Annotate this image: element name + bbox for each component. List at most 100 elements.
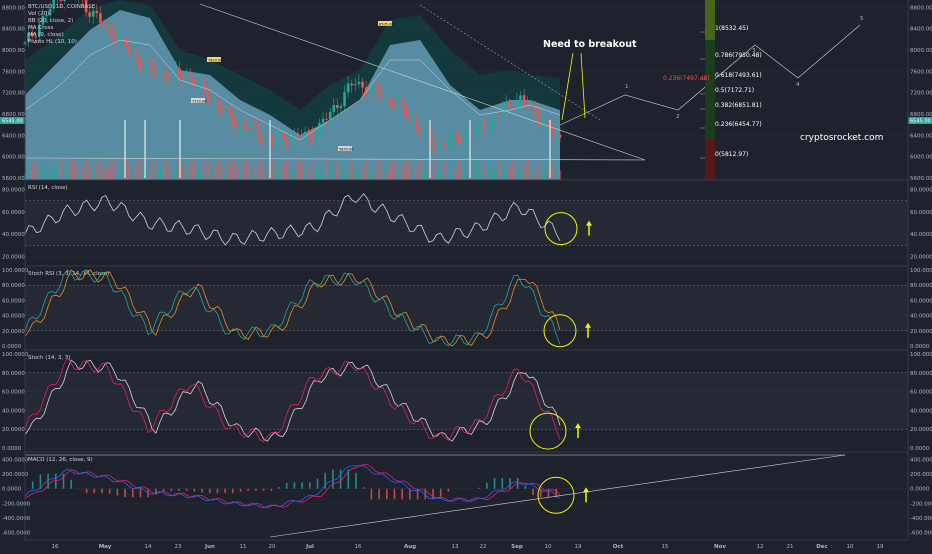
volume-bar — [139, 160, 142, 180]
candle-body — [131, 53, 134, 54]
volume-bar — [113, 163, 116, 180]
volume-bar — [153, 161, 156, 180]
macd-histogram-bar — [86, 489, 88, 493]
volume-bar — [63, 172, 66, 180]
indicator-tick-right: 40.0000 — [910, 232, 932, 238]
price-tick-right: 6400.00 — [910, 133, 932, 139]
candle-body — [146, 63, 149, 69]
price-tick-left: 8800.00 — [2, 5, 25, 11]
macd-histogram-bar — [63, 474, 65, 489]
candle-body — [63, 0, 66, 1]
left-price-axis[interactable]: 8800.008400.008000.007600.007200.006800.… — [2, 5, 25, 182]
indicator-tick-right: 100.0000 — [910, 352, 932, 358]
candle-body — [372, 85, 375, 91]
candle-body — [465, 132, 468, 139]
volume-bar — [171, 173, 174, 180]
indicator-tick-right: 40.0000 — [910, 408, 932, 414]
right-price-axis[interactable]: 8800.008400.008000.007600.007200.006800.… — [910, 5, 932, 182]
indicator-tick-right: 60.0000 — [910, 210, 932, 216]
macd-histogram-bar — [32, 482, 34, 489]
candle-body — [228, 107, 231, 114]
volume-bar — [99, 161, 102, 180]
volume-bar — [343, 167, 346, 180]
fib-level-label: 0(5812.97) — [715, 151, 748, 158]
macd-histogram-bar — [340, 470, 342, 489]
macd-histogram-bar — [371, 489, 373, 500]
volume-bar — [203, 161, 206, 180]
indicator-tick-right: 400.0000 — [910, 458, 932, 464]
volume-bar — [368, 163, 371, 180]
candle-body — [451, 132, 454, 141]
volume-bar — [483, 163, 486, 180]
candle-body — [271, 137, 274, 143]
candle-body — [530, 106, 533, 107]
indicator-tick-right: -400.0000 — [910, 516, 932, 522]
macd-histogram-bar — [401, 489, 403, 500]
volume-bar — [390, 162, 393, 180]
candle-body — [537, 114, 540, 126]
indicator-tick-left: 40.0000 — [2, 314, 25, 320]
candle-body — [358, 82, 361, 84]
candle-body — [189, 75, 192, 78]
indicator-tick-right: 100.0000 — [910, 268, 932, 274]
macd-histogram-bar — [317, 479, 319, 489]
volume-bar — [440, 171, 443, 180]
volume-bar — [447, 161, 450, 180]
candle-body — [379, 91, 382, 99]
candle-body — [200, 80, 203, 82]
volume-bar — [311, 160, 314, 180]
candle-body — [476, 124, 479, 133]
volume-bar — [250, 169, 253, 180]
volume-bar — [239, 171, 242, 180]
volume-bar — [530, 165, 533, 180]
fib-level-label: 0.382(6851.81) — [715, 102, 762, 109]
candle-body — [401, 100, 404, 104]
price-tick-right: 6000.00 — [910, 155, 932, 161]
macd-histogram-bar — [271, 489, 273, 491]
volume-bar — [354, 161, 357, 180]
macd-histogram-bar — [70, 480, 72, 489]
time-tick: Dec — [816, 544, 828, 550]
macd-histogram-bar — [440, 489, 442, 497]
brand-watermark: cryptosrocket.com — [800, 133, 883, 143]
candle-body — [490, 117, 493, 128]
volume-bar — [350, 161, 353, 180]
volume-bar — [307, 167, 310, 180]
indicator-tick-right: 80.0000 — [910, 283, 932, 289]
fib-side-label: 0.236(7497.48) — [663, 75, 710, 82]
candle-body — [99, 13, 102, 23]
volume-bar — [300, 161, 303, 180]
macd-histogram-bar — [394, 489, 396, 500]
candle-body — [149, 63, 152, 67]
volume-bar — [519, 173, 522, 180]
volume-bar — [534, 172, 537, 180]
volume-bar — [92, 170, 95, 180]
volume-bar — [358, 170, 361, 180]
legend-entry: Vol (20) — [28, 11, 49, 17]
indicator-legend: Stoch (14, 3, 3) — [28, 355, 71, 361]
macd-histogram-bar — [247, 489, 249, 491]
volume-bar — [552, 161, 555, 180]
volume-bar — [462, 162, 465, 180]
candle-body — [347, 84, 350, 93]
candle-body — [383, 97, 386, 99]
candle-body — [167, 78, 170, 79]
volume-bar — [523, 165, 526, 180]
pivot-label-4: 5870.00 — [339, 148, 353, 152]
candle-body — [404, 105, 407, 117]
candle-body — [153, 68, 156, 76]
price-tick-right: 8400.00 — [910, 27, 932, 33]
candle-body — [289, 140, 292, 146]
volume-bar — [559, 170, 562, 180]
legend-entry: BB (20, close, 2) — [28, 18, 73, 24]
candle-body — [157, 73, 160, 75]
volume-bar — [332, 172, 335, 180]
candle-body — [483, 123, 486, 130]
fib-level-label: 0.236(6454.77) — [715, 121, 762, 128]
volume-bar — [501, 161, 504, 180]
volume-bar — [544, 167, 547, 180]
candle-body — [444, 143, 447, 146]
candle-body — [110, 25, 113, 35]
volume-bar — [451, 169, 454, 180]
